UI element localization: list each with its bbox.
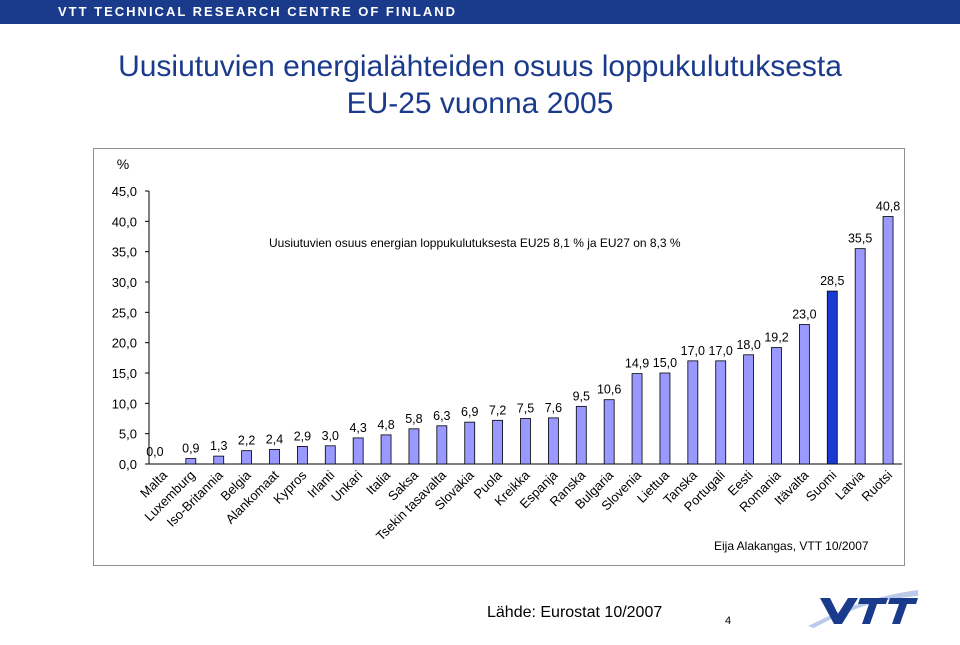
- chart-annotation: Uusiutuvien osuus energian loppukulutuks…: [269, 236, 681, 250]
- y-tick-label: 15,0: [112, 366, 137, 381]
- value-label: 19,2: [764, 331, 788, 345]
- bar-chart: 0,0 5,0 10,0 15,0 20,0 25,0 30,0 35,0 40,0 45,0% U…: [112, 156, 902, 553]
- value-label: 9,5: [573, 389, 590, 403]
- vtt-logo: [808, 590, 918, 628]
- source-note: Lähde: Eurostat 10/2007: [487, 604, 663, 621]
- value-label: 15,0: [653, 356, 677, 370]
- chart-credit: Eija Alakangas, VTT 10/2007: [714, 539, 869, 553]
- category-label: Suomi: [803, 467, 840, 504]
- bar-espanja: [547, 417, 559, 465]
- org-name: VTT TECHNICAL RESEARCH CENTRE OF FINLAND: [58, 4, 457, 19]
- page-number: 4: [725, 615, 732, 627]
- value-label: 23,0: [792, 307, 816, 321]
- bar-ruotsi: [882, 216, 894, 465]
- y-tick-label: 5,0: [119, 427, 137, 442]
- bar-slovenia: [631, 373, 643, 465]
- bar-ranska: [575, 405, 587, 465]
- value-label: 35,5: [848, 232, 872, 246]
- bar-bulgaria: [603, 399, 615, 465]
- value-label: 2,9: [294, 429, 311, 443]
- value-label: 14,9: [625, 357, 649, 371]
- value-label: 7,2: [489, 403, 506, 417]
- value-label: 40,8: [876, 199, 900, 213]
- y-axis-label: %: [117, 156, 129, 172]
- chart-frame: 0,0 5,0 10,0 15,0 20,0 25,0 30,0 35,0 40,0 45,0% U…: [93, 148, 905, 566]
- bar-belgia: [241, 450, 253, 465]
- bar-iso-britannia: [213, 455, 225, 465]
- value-label: 18,0: [736, 338, 760, 352]
- category-label: Ruotsi: [859, 467, 896, 504]
- bar-kypros: [296, 446, 308, 465]
- value-label: 4,3: [349, 421, 366, 435]
- value-label: 7,6: [545, 401, 562, 415]
- value-label: 2,4: [266, 432, 283, 446]
- bar-luxemburg: [185, 458, 197, 465]
- value-label: 0,0: [146, 445, 163, 459]
- value-label: 10,6: [597, 383, 621, 397]
- bar-portugali: [715, 360, 727, 465]
- value-label: 7,5: [517, 402, 534, 416]
- slide-title-line2: EU-25 vuonna 2005: [346, 87, 614, 120]
- y-tick-label: 0,0: [119, 457, 137, 472]
- header-bar: VTT TECHNICAL RESEARCH CENTRE OF FINLAND: [0, 0, 960, 24]
- bar-tsekin-tasavalta: [436, 425, 448, 465]
- value-label: 5,8: [405, 412, 422, 426]
- bar-slovakia: [464, 421, 476, 465]
- value-label: 28,5: [820, 274, 844, 288]
- y-tick-label: 10,0: [112, 396, 137, 411]
- bar-kreikka: [520, 418, 531, 465]
- value-label: 17,0: [709, 344, 733, 358]
- bar-liettua: [659, 372, 671, 465]
- bar-puola: [492, 419, 504, 465]
- bar-saksa: [408, 428, 420, 465]
- value-label: 0,9: [182, 442, 199, 456]
- bar-irlanti: [324, 445, 336, 465]
- value-label: 3,0: [322, 429, 339, 443]
- bar-unkari: [352, 437, 364, 465]
- value-label: 6,3: [433, 409, 450, 423]
- category-label: Unkari: [328, 467, 365, 504]
- value-label: 1,3: [210, 439, 227, 453]
- y-tick-label: 25,0: [112, 305, 137, 320]
- bar-tanska: [687, 360, 699, 465]
- bar-eesti: [743, 354, 755, 465]
- value-label: 6,9: [461, 405, 478, 419]
- bar-italia: [380, 434, 392, 465]
- y-tick-label: 20,0: [112, 336, 137, 351]
- y-tick-label: 45,0: [112, 184, 137, 199]
- value-label: 2,2: [238, 434, 255, 448]
- bar-itävalta: [798, 324, 810, 465]
- y-tick-label: 35,0: [112, 245, 137, 260]
- y-tick-label: 40,0: [112, 214, 137, 229]
- value-label: 4,8: [377, 418, 394, 432]
- value-label: 17,0: [681, 344, 705, 358]
- slide-title-line1: Uusiutuvien energialähteiden osuus loppu…: [118, 50, 842, 83]
- y-tick-label: 30,0: [112, 275, 137, 290]
- bar-latvia: [854, 248, 866, 465]
- bar-romania: [771, 347, 782, 465]
- bar-alankomaat: [269, 449, 280, 465]
- bar-suomi: [826, 290, 838, 465]
